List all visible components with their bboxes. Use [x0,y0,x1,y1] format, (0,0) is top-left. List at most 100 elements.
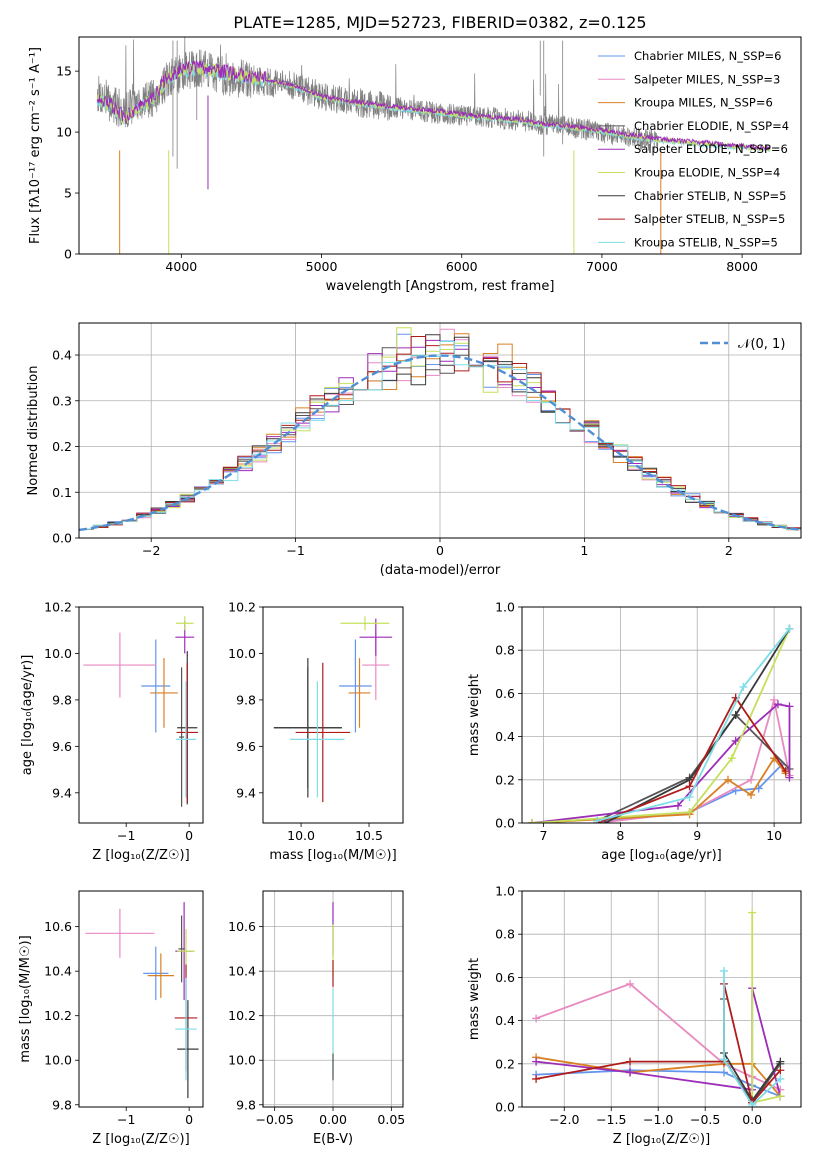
mass-weight-marker [773,700,782,709]
x-tick-label: 9 [693,828,701,843]
mass-weight-marker [785,624,794,633]
mass-weight-marker [776,1092,785,1101]
x-axis-label: age [log₁₀(age/yr)] [601,848,722,863]
x-tick-label: −1.5 [596,1112,626,1127]
legend-label: Chabrier ELODIE, N_SSP=4 [634,119,789,133]
x-tick-label: 7 [540,828,548,843]
mass-weight-marker [776,1074,785,1083]
mass-weight-marker [532,1057,541,1066]
y-axis-label: Normed distribution [26,366,41,496]
y-tick-label: 5 [64,186,72,201]
y-axis-label: mass weight [467,958,482,1040]
mass-weight-marker [748,908,757,917]
mass-weight-marker [776,1066,785,1075]
x-tick-label: 10.5 [355,828,383,843]
chart-age_vs_mass: 10.0 10.5 9.4 9.6 9.8 10.0 10.2 mass [log₁₀(M/M… [228,600,404,863]
y-tick-label: 10 [56,125,72,140]
y-tick-label: 0.2 [495,1056,515,1071]
x-tick-label: 1 [580,543,588,558]
x-axis-label: wavelength [Angstrom, rest frame] [326,279,555,294]
y-tick-label: 0.4 [495,1013,515,1028]
mass-weight-marker [527,819,536,823]
mass-weight-marker [719,1068,728,1077]
x-tick-label: −0.5 [690,1112,720,1127]
x-tick-label: −1.0 [643,1112,673,1127]
legend-label: Kroupa MILES, N_SSP=6 [634,96,773,110]
axes-frame [78,890,204,1108]
y-tick-label: 0.0 [495,1100,515,1115]
x-tick-label: 6000 [446,259,478,274]
x-axis-label: Z [log₁₀(Z/Z☉)] [92,1132,189,1147]
model-spectrum-line [96,60,771,152]
mass-weight-line [597,628,791,822]
chart-age_vs_Z: −1 0 9.4 9.6 9.8 10.0 10.2 Z [log₁₀(Z/Z☉)] age [… [20,600,204,863]
mass-weight-line [604,628,791,823]
mass-weight-marker [748,1100,757,1107]
axes-frame [78,322,802,539]
y-tick-label: 9.6 [236,739,256,754]
mass-weight-marker [626,979,635,988]
y-tick-label: 10.0 [228,646,256,661]
model-spectrum-line [96,59,771,152]
mass-weight-marker [747,775,756,784]
x-tick-label: 0 [185,1112,193,1127]
axes-frame [78,606,204,824]
x-tick-label: −0.05 [256,1112,294,1127]
chart-residuals: −2 −1 0 1 2 0.0 0.1 0.2 0.3 0.4 (data-model)/error… [26,322,802,578]
y-tick-label: 9.8 [236,692,256,707]
y-tick-label: 0.0 [52,531,72,546]
y-tick-label: 0.2 [52,439,72,454]
plot-area [527,624,794,823]
y-tick-label: 0.6 [495,970,515,985]
mass-weight-marker [685,808,694,817]
y-tick-label: 9.8 [52,1097,72,1112]
axes-frame [521,606,802,824]
x-tick-label: 7000 [586,259,618,274]
y-tick-label: 9.6 [52,739,72,754]
plot-area [83,616,198,807]
legend-label: Salpeter MILES, N_SSP=3 [634,72,780,86]
mass-weight-marker [747,790,756,799]
plot-area [532,908,785,1107]
plot-area [85,902,199,1099]
mass-weight-marker [731,711,740,719]
x-tick-label: 10 [766,828,782,843]
y-tick-label: 0.1 [52,485,72,500]
y-tick-label: 10.6 [228,919,256,934]
legend-label: 𝒩(0, 1) [738,337,785,352]
y-tick-label: 0.4 [495,729,515,744]
x-tick-label: 8 [616,828,624,843]
x-tick-label: 0 [436,543,444,558]
y-tick-label: 9.4 [236,785,256,800]
mass-weight-marker [723,775,732,784]
y-tick-label: 10.2 [228,600,256,615]
y-tick-label: 0.3 [52,393,72,408]
y-tick-label: 15 [56,64,72,79]
axes-frame [262,890,404,1108]
mass-weight-marker [719,1055,728,1064]
x-tick-label: 4000 [165,259,197,274]
y-tick-label: 1.0 [495,600,515,615]
mass-weight-marker [626,1068,635,1077]
plot-area [79,327,801,532]
legend-label: Chabrier STELIB, N_SSP=5 [634,189,786,203]
mass-weight-marker [685,782,694,791]
observed-spectrum-line [96,37,659,152]
mass-weight-marker [626,1057,635,1066]
chart-mass_vs_EBV: −0.05 0.00 0.05 9.8 10.0 10.2 10.4 10.6 E(B-V) [228,890,405,1147]
x-tick-label: 0.05 [377,1112,405,1127]
legend-label: Salpeter ELODIE, N_SSP=6 [634,142,788,156]
y-tick-label: 10.2 [44,1008,72,1023]
legend-label: Kroupa ELODIE, N_SSP=4 [634,166,780,180]
x-axis-label: E(B-V) [313,1132,353,1147]
mass-weight-marker [674,801,683,810]
legend-label: Chabrier MILES, N_SSP=6 [634,49,781,63]
legend-label: Salpeter STELIB, N_SSP=5 [634,212,785,226]
x-tick-label: 10.0 [287,828,315,843]
figure-title: PLATE=1285, MJD=52723, FIBERID=0382, z=0… [233,13,646,32]
y-tick-label: 0 [64,247,72,262]
chart-mass_vs_Z: −1 0 9.8 10.0 10.2 10.4 10.6 Z [log₁₀(Z/Z☉)] mas… [18,890,204,1147]
x-axis-label: Z [log₁₀(Z/Z☉)] [613,1132,710,1147]
y-tick-label: 0.8 [495,927,515,942]
